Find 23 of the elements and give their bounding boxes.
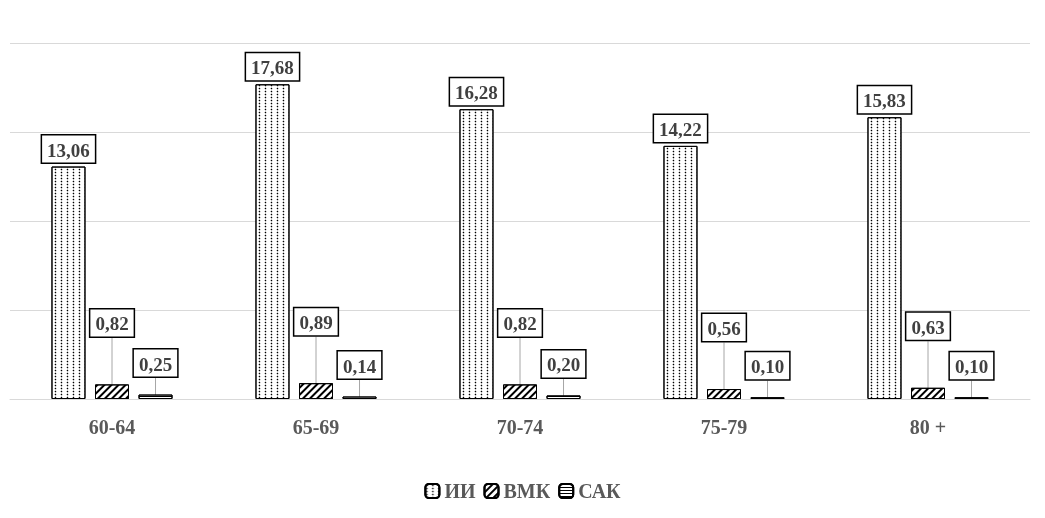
x-tick-label: 70-74 <box>496 416 544 438</box>
data-label: 0,82 <box>95 313 129 335</box>
data-label: 0,89 <box>299 312 333 334</box>
x-tick-label: 65-69 <box>292 416 340 438</box>
x-tick-label: 60-64 <box>88 416 136 438</box>
data-label: 0,20 <box>546 354 581 376</box>
data-label: 15,83 <box>863 90 906 112</box>
legend-label: ИИ <box>444 480 476 502</box>
data-label: 14,22 <box>659 118 702 140</box>
data-label: 16,28 <box>455 82 498 104</box>
data-label: 0,63 <box>911 316 945 338</box>
data-label: 13,06 <box>47 139 90 161</box>
data-label: 0,14 <box>342 355 377 377</box>
data-label: 0,10 <box>954 356 989 378</box>
data-label: 0,56 <box>707 318 741 340</box>
legend-label: ВМК <box>503 480 551 502</box>
x-tick-label: 80 + <box>909 416 947 438</box>
data-label: 0,82 <box>503 313 537 335</box>
legend-label: САК <box>578 480 622 502</box>
data-label: 0,25 <box>138 353 173 375</box>
data-label: 17,68 <box>251 57 294 79</box>
x-tick-label: 75-79 <box>700 416 748 438</box>
data-label: 0,10 <box>750 356 785 378</box>
